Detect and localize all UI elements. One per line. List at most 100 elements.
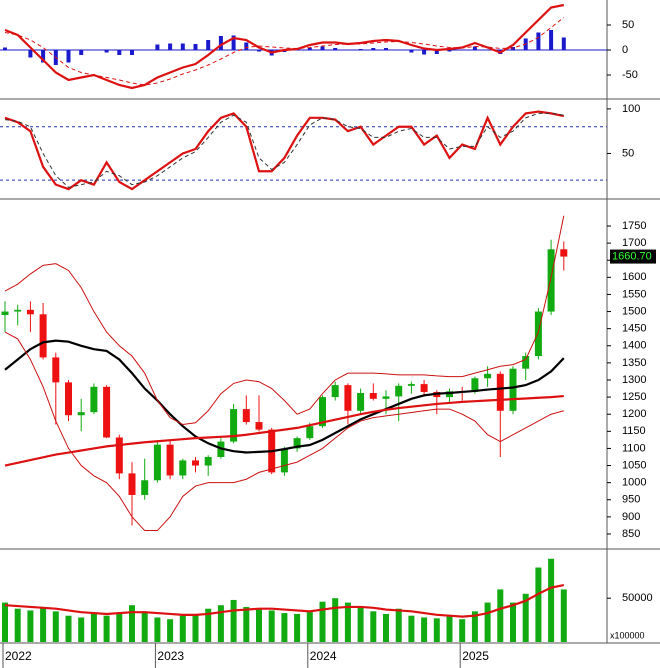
candle-body xyxy=(14,309,22,312)
volume-bar xyxy=(167,619,174,642)
volume-bar xyxy=(344,602,351,642)
histogram-bar xyxy=(41,50,46,63)
y-tick-label: 1600 xyxy=(622,271,646,283)
volume-bar xyxy=(497,589,504,642)
line xyxy=(4,110,565,191)
candle-body xyxy=(420,384,428,392)
volume-bar xyxy=(129,605,135,642)
volume-bar xyxy=(179,615,186,642)
candle-body xyxy=(242,409,250,423)
candle-body xyxy=(255,422,263,430)
candle-body xyxy=(115,437,123,474)
volume-bar xyxy=(408,615,415,642)
line xyxy=(4,331,564,532)
volume-bar xyxy=(433,618,440,642)
histogram-bar xyxy=(561,37,566,50)
y-tick-label: 950 xyxy=(622,494,640,506)
candle-body xyxy=(65,382,72,416)
price-tag xyxy=(610,249,656,264)
candle-body xyxy=(496,373,504,411)
y-tick-label: 0 xyxy=(622,44,628,56)
volume-bar xyxy=(446,616,453,642)
volume-bar xyxy=(294,613,301,642)
y-tick-label: 850 xyxy=(622,528,640,540)
histogram-bar xyxy=(193,44,198,50)
histogram-bar xyxy=(409,50,414,53)
candle-body xyxy=(560,249,568,257)
volume-bar xyxy=(471,611,478,642)
histogram-bar xyxy=(66,50,71,63)
y-tick-label: 1400 xyxy=(622,340,646,352)
candle-body xyxy=(153,444,161,481)
y-tick-label: 1150 xyxy=(622,425,646,437)
x-tick-label: 2024 xyxy=(310,649,337,663)
volume-bar xyxy=(205,608,212,642)
volume-bar xyxy=(357,606,364,642)
volume-bar xyxy=(154,617,161,642)
x-tick-label: 2025 xyxy=(462,649,489,663)
volume-bar xyxy=(256,608,262,642)
candle-body xyxy=(534,311,542,357)
histogram-bar xyxy=(28,50,33,58)
line xyxy=(4,339,565,454)
candle-body xyxy=(357,392,365,411)
line xyxy=(4,394,564,467)
volume-bar xyxy=(332,598,339,642)
candle-body xyxy=(166,444,174,476)
histogram-bar xyxy=(155,44,160,50)
y-tick-label: 900 xyxy=(622,511,640,523)
histogram-bar xyxy=(333,48,338,50)
volume-bar xyxy=(52,611,59,642)
y-tick-label: 1200 xyxy=(622,408,646,420)
y-tick-label: 1050 xyxy=(622,459,646,471)
y-tick-label: 50000 xyxy=(622,592,653,604)
candle-body xyxy=(344,385,352,411)
candle-body xyxy=(471,378,479,392)
volume-bar xyxy=(217,605,224,642)
histogram-bar xyxy=(206,40,211,50)
candle-body xyxy=(280,448,288,473)
y-tick-label: 1000 xyxy=(622,477,646,489)
histogram-bar xyxy=(130,50,134,55)
histogram-bar xyxy=(485,50,490,51)
histogram-bar xyxy=(536,32,541,50)
volume-bar xyxy=(141,611,148,642)
volume-bar xyxy=(103,615,110,642)
volume-bar xyxy=(116,613,123,642)
y-tick-label: 1250 xyxy=(622,391,646,403)
multiplier-label: x100000 xyxy=(610,630,645,640)
histogram-bar xyxy=(3,47,7,50)
candle-body xyxy=(395,385,403,397)
line xyxy=(4,3,565,90)
y-tick-label: 1500 xyxy=(622,305,646,317)
histogram-bar xyxy=(244,42,249,50)
y-tick-label: 50 xyxy=(622,147,634,159)
volume-bar xyxy=(230,599,237,642)
candle-body xyxy=(77,412,85,416)
histogram-bar xyxy=(472,46,477,50)
y-tick-label: 50 xyxy=(622,19,634,31)
histogram-bar xyxy=(358,49,363,50)
volume-bar xyxy=(78,617,85,642)
candle-body xyxy=(204,456,212,466)
candle-body xyxy=(446,391,453,398)
volume-bar xyxy=(268,610,275,642)
line xyxy=(4,583,565,618)
candle-body xyxy=(382,396,390,399)
volume-bar xyxy=(383,613,389,642)
candle-body xyxy=(26,309,34,315)
candle-body xyxy=(293,438,301,449)
candle-body xyxy=(319,397,326,427)
candle-body xyxy=(484,373,492,379)
candle-body xyxy=(369,392,377,399)
line xyxy=(4,112,564,188)
histogram-bar xyxy=(447,50,452,52)
volume-bar xyxy=(560,589,567,642)
candle-body xyxy=(128,473,136,495)
histogram-bar xyxy=(307,47,312,50)
candle-body xyxy=(306,426,314,439)
volume-bar xyxy=(40,606,47,642)
y-tick-label: 1700 xyxy=(622,237,646,249)
